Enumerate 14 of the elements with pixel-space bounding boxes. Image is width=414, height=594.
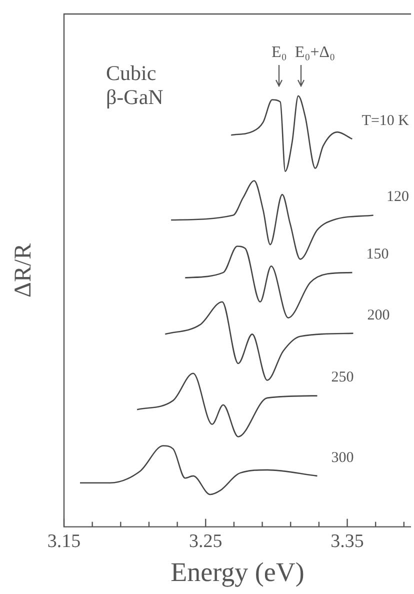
y-axis-title: ΔR/R	[10, 243, 36, 298]
text: E₀+Δ₀	[294, 44, 336, 62]
text: E₀	[271, 44, 287, 62]
x-tick-label: 3.25	[189, 531, 222, 552]
annotation: Cubic β-GaN	[106, 61, 164, 110]
series-label: 250	[331, 370, 354, 386]
x-axis-title: Energy (eV)	[170, 556, 304, 587]
series-label: 300	[331, 450, 354, 466]
x-tick-label: 3.15	[47, 531, 81, 552]
series-label: 120	[386, 189, 409, 206]
series-label: T=10 K	[362, 112, 410, 129]
series-label: 150	[366, 246, 389, 262]
series-label: 200	[367, 307, 390, 324]
x-tick-label: 3.35	[330, 531, 364, 552]
